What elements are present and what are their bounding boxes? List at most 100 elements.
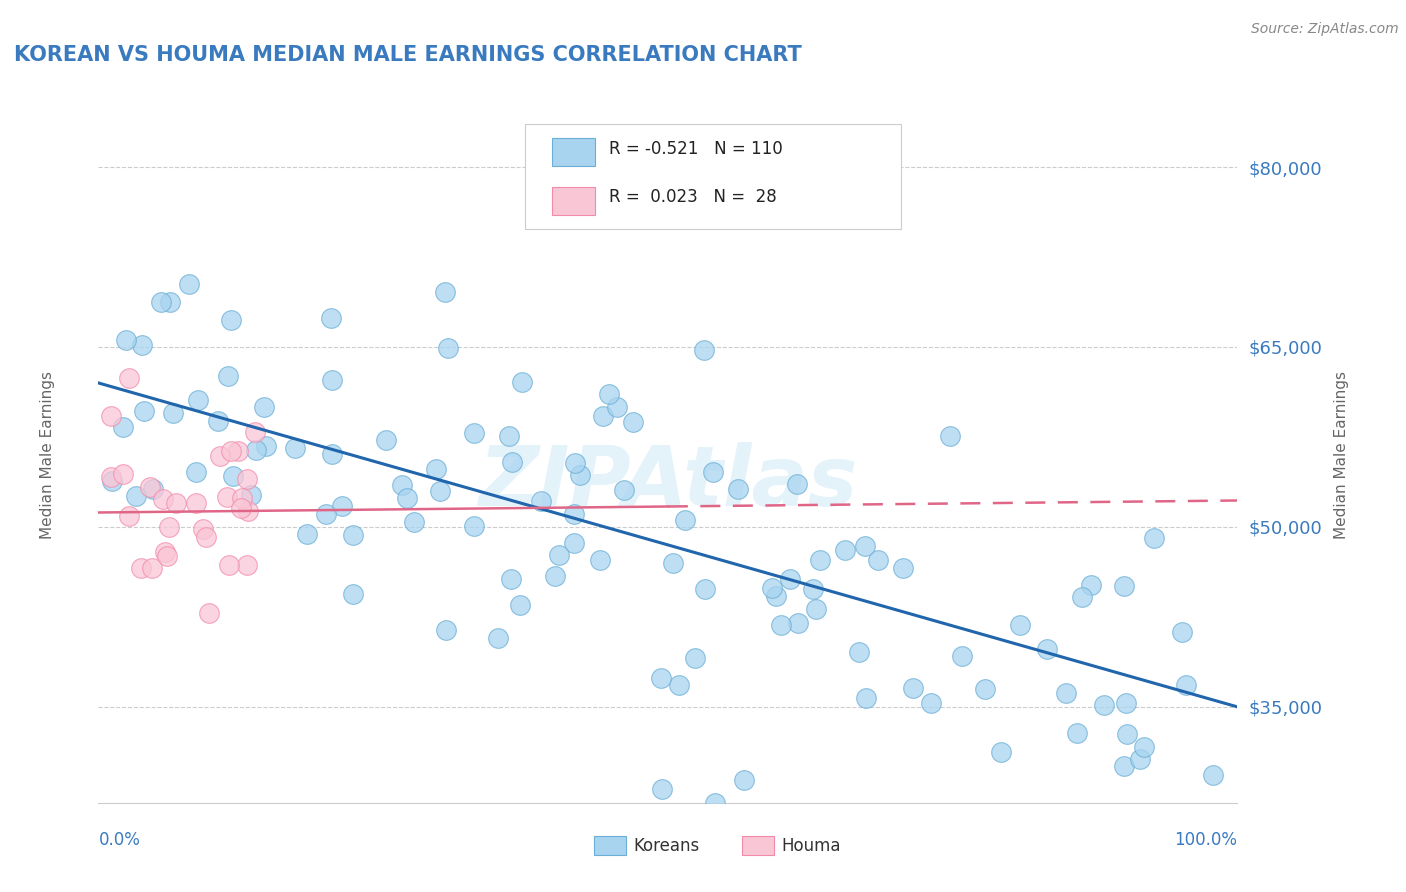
Point bbox=[1080, 578, 1102, 592]
Point bbox=[564, 456, 586, 470]
Point bbox=[801, 582, 824, 596]
Point bbox=[125, 490, 148, 504]
Text: R =  0.023   N =  28: R = 0.023 N = 28 bbox=[609, 188, 776, 206]
Bar bbox=[742, 836, 773, 855]
Point bbox=[436, 341, 458, 355]
Point bbox=[765, 589, 787, 603]
Point bbox=[651, 781, 673, 796]
Point bbox=[177, 277, 200, 292]
Point bbox=[193, 522, 215, 536]
Point bbox=[112, 420, 135, 434]
Point bbox=[990, 744, 1012, 758]
Point bbox=[153, 545, 176, 559]
Point bbox=[284, 441, 307, 455]
Point bbox=[501, 572, 523, 586]
Point bbox=[779, 572, 801, 586]
Point bbox=[703, 796, 725, 810]
Point bbox=[395, 491, 418, 506]
Point bbox=[939, 429, 962, 443]
Point bbox=[668, 678, 690, 692]
Point bbox=[129, 561, 152, 575]
Point bbox=[238, 504, 260, 518]
Point bbox=[209, 449, 232, 463]
Point bbox=[568, 468, 591, 483]
Point bbox=[235, 558, 257, 572]
Point bbox=[598, 387, 620, 401]
Text: ZIPAtlas: ZIPAtlas bbox=[478, 442, 858, 524]
Point bbox=[1115, 697, 1137, 711]
Point bbox=[510, 375, 533, 389]
Point bbox=[391, 478, 413, 492]
Point bbox=[118, 371, 141, 385]
Point bbox=[1133, 740, 1156, 755]
Point bbox=[1112, 578, 1135, 592]
Point bbox=[868, 553, 890, 567]
Point bbox=[222, 469, 245, 483]
Text: KOREAN VS HOUMA MEDIAN MALE EARNINGS CORRELATION CHART: KOREAN VS HOUMA MEDIAN MALE EARNINGS COR… bbox=[14, 45, 801, 64]
Point bbox=[162, 406, 184, 420]
Point bbox=[727, 483, 749, 497]
Text: Koreans: Koreans bbox=[634, 837, 700, 855]
Point bbox=[1171, 625, 1194, 640]
Point bbox=[226, 443, 249, 458]
Point bbox=[787, 616, 810, 631]
Point bbox=[1036, 641, 1059, 656]
Point bbox=[297, 527, 319, 541]
Point bbox=[332, 499, 354, 513]
Point bbox=[834, 543, 856, 558]
Point bbox=[786, 476, 808, 491]
Point bbox=[855, 539, 877, 553]
Point bbox=[761, 581, 783, 595]
Point bbox=[100, 409, 122, 423]
Text: Houma: Houma bbox=[782, 837, 841, 855]
Point bbox=[1202, 768, 1225, 782]
Point bbox=[374, 433, 396, 447]
Point bbox=[115, 333, 138, 347]
Point bbox=[673, 513, 696, 527]
Point bbox=[1175, 678, 1198, 692]
FancyBboxPatch shape bbox=[526, 124, 901, 229]
Point bbox=[592, 409, 614, 423]
Point bbox=[434, 623, 457, 637]
Point bbox=[117, 509, 139, 524]
Point bbox=[321, 447, 343, 461]
Point bbox=[253, 400, 276, 414]
Point bbox=[1054, 686, 1077, 700]
Point bbox=[613, 483, 636, 498]
Point bbox=[501, 455, 523, 469]
Point bbox=[157, 519, 180, 533]
Point bbox=[218, 558, 240, 572]
Point bbox=[498, 429, 520, 443]
Point bbox=[562, 535, 585, 549]
Point bbox=[111, 467, 134, 482]
Point bbox=[159, 294, 181, 309]
Point bbox=[131, 338, 153, 352]
Point bbox=[463, 519, 485, 533]
Point bbox=[207, 414, 229, 428]
Point bbox=[621, 415, 644, 429]
Point bbox=[187, 392, 209, 407]
Point bbox=[1143, 531, 1166, 545]
Point bbox=[254, 439, 277, 453]
Point bbox=[217, 369, 239, 384]
Point bbox=[132, 404, 155, 418]
Point bbox=[229, 501, 252, 516]
FancyBboxPatch shape bbox=[551, 138, 595, 166]
Point bbox=[139, 480, 162, 494]
Point bbox=[1071, 590, 1094, 604]
Point bbox=[463, 425, 485, 440]
Point bbox=[486, 631, 509, 645]
Point bbox=[150, 295, 173, 310]
Point bbox=[219, 443, 242, 458]
Text: 0.0%: 0.0% bbox=[98, 830, 141, 848]
Point bbox=[100, 474, 122, 488]
Point bbox=[530, 494, 553, 508]
Point bbox=[184, 495, 207, 509]
Point bbox=[650, 671, 672, 685]
Point bbox=[544, 568, 567, 582]
Point bbox=[702, 466, 724, 480]
Point bbox=[589, 553, 612, 567]
Point bbox=[950, 648, 973, 663]
Point bbox=[808, 552, 831, 566]
Point bbox=[243, 425, 266, 439]
